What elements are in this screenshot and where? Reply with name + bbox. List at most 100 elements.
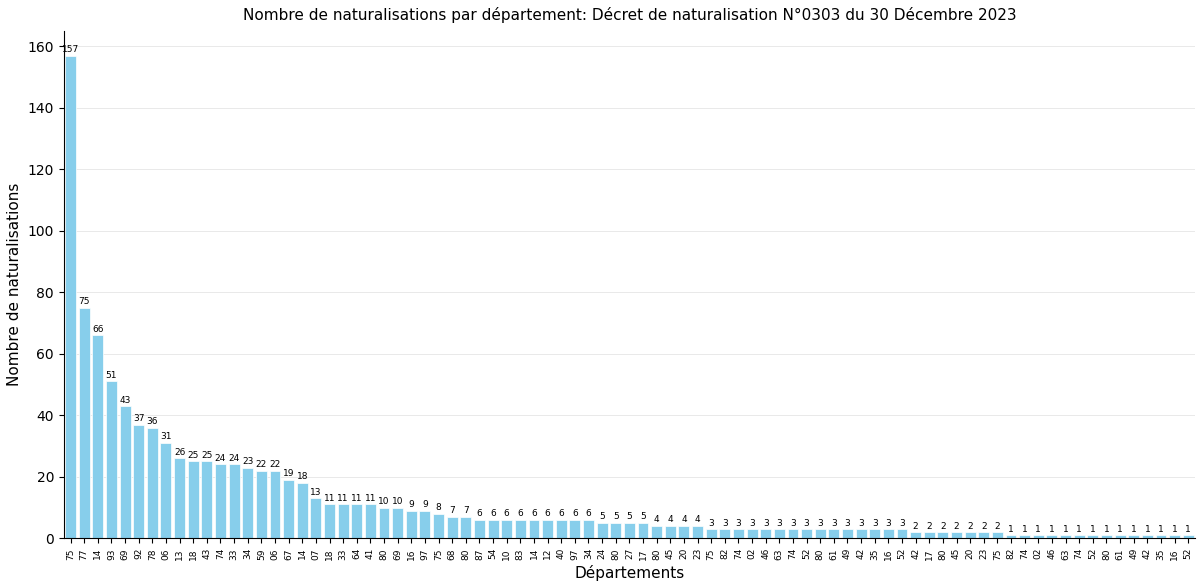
Text: 19: 19 <box>282 469 294 478</box>
Text: 3: 3 <box>804 519 809 527</box>
Text: 6: 6 <box>476 509 482 518</box>
Bar <box>379 507 389 538</box>
Text: 5: 5 <box>600 512 605 522</box>
Text: 9: 9 <box>422 500 428 509</box>
X-axis label: Départements: Départements <box>575 565 684 581</box>
Bar <box>910 532 921 538</box>
Text: 4: 4 <box>667 516 673 524</box>
Text: 37: 37 <box>133 414 144 423</box>
Bar <box>501 520 512 538</box>
Title: Nombre de naturalisations par département: Décret de naturalisation N°0303 du 30: Nombre de naturalisations par départemen… <box>243 7 1016 23</box>
Text: 1: 1 <box>1103 524 1109 534</box>
Text: 2: 2 <box>994 522 1000 530</box>
Bar <box>1129 535 1139 538</box>
Bar <box>106 382 117 538</box>
Bar <box>924 532 935 538</box>
Text: 6: 6 <box>545 509 551 518</box>
Bar <box>978 532 989 538</box>
Text: 24: 24 <box>228 454 239 463</box>
Text: 1: 1 <box>1076 524 1082 534</box>
Bar <box>474 520 484 538</box>
Bar <box>570 520 581 538</box>
Text: 6: 6 <box>490 509 496 518</box>
Bar <box>596 523 607 538</box>
Bar <box>1033 535 1043 538</box>
Bar <box>433 514 444 538</box>
Bar <box>965 532 976 538</box>
Bar <box>269 470 280 538</box>
Bar <box>583 520 594 538</box>
Text: 1: 1 <box>1185 524 1191 534</box>
Text: 24: 24 <box>215 454 226 463</box>
Bar <box>1114 535 1125 538</box>
Text: 2: 2 <box>912 522 918 530</box>
Bar <box>651 526 662 538</box>
Text: 8: 8 <box>435 503 441 512</box>
Bar <box>1006 535 1017 538</box>
Bar <box>692 526 703 538</box>
Bar <box>78 308 90 538</box>
Text: 11: 11 <box>364 494 376 503</box>
Bar <box>514 520 525 538</box>
Bar <box>774 529 785 538</box>
Y-axis label: Nombre de naturalisations: Nombre de naturalisations <box>7 183 22 386</box>
Bar <box>447 517 458 538</box>
Bar <box>1155 535 1166 538</box>
Text: 22: 22 <box>256 460 267 469</box>
Text: 13: 13 <box>310 488 322 497</box>
Text: 2: 2 <box>968 522 972 530</box>
Bar <box>243 467 254 538</box>
Text: 1: 1 <box>1035 524 1041 534</box>
Text: 1: 1 <box>1049 524 1055 534</box>
Text: 6: 6 <box>518 509 523 518</box>
Text: 43: 43 <box>119 396 131 405</box>
Text: 157: 157 <box>63 45 79 54</box>
Text: 66: 66 <box>93 325 103 334</box>
Bar <box>992 532 1002 538</box>
Bar <box>706 529 716 538</box>
Bar <box>406 510 417 538</box>
Bar <box>174 459 185 538</box>
Bar <box>351 505 362 538</box>
Bar <box>843 529 853 538</box>
Text: 3: 3 <box>776 519 783 527</box>
Text: 5: 5 <box>641 512 645 522</box>
Bar <box>202 462 213 538</box>
Bar <box>802 529 813 538</box>
Text: 25: 25 <box>188 451 198 460</box>
Text: 4: 4 <box>695 516 701 524</box>
Text: 3: 3 <box>831 519 837 527</box>
Bar <box>419 510 430 538</box>
Bar <box>228 465 239 538</box>
Bar <box>1073 535 1084 538</box>
Text: 23: 23 <box>242 457 254 466</box>
Bar <box>733 529 744 538</box>
Bar <box>746 529 757 538</box>
Bar <box>719 529 731 538</box>
Text: 5: 5 <box>626 512 632 522</box>
Text: 5: 5 <box>613 512 619 522</box>
Text: 3: 3 <box>790 519 796 527</box>
Text: 3: 3 <box>722 519 727 527</box>
Text: 3: 3 <box>871 519 877 527</box>
Bar <box>297 483 308 538</box>
Bar <box>188 462 198 538</box>
Text: 22: 22 <box>269 460 280 469</box>
Bar <box>147 427 157 538</box>
Text: 36: 36 <box>147 417 159 426</box>
Bar <box>1060 535 1071 538</box>
Text: 75: 75 <box>78 297 90 306</box>
Text: 2: 2 <box>981 522 987 530</box>
Text: 6: 6 <box>585 509 591 518</box>
Text: 6: 6 <box>504 509 510 518</box>
Bar <box>542 520 553 538</box>
Bar <box>897 529 908 538</box>
Text: 18: 18 <box>297 472 308 482</box>
Bar <box>93 335 103 538</box>
Text: 4: 4 <box>654 516 660 524</box>
Text: 3: 3 <box>845 519 850 527</box>
Bar <box>869 529 880 538</box>
Text: 1: 1 <box>1090 524 1096 534</box>
Bar <box>760 529 772 538</box>
Bar <box>65 56 76 538</box>
